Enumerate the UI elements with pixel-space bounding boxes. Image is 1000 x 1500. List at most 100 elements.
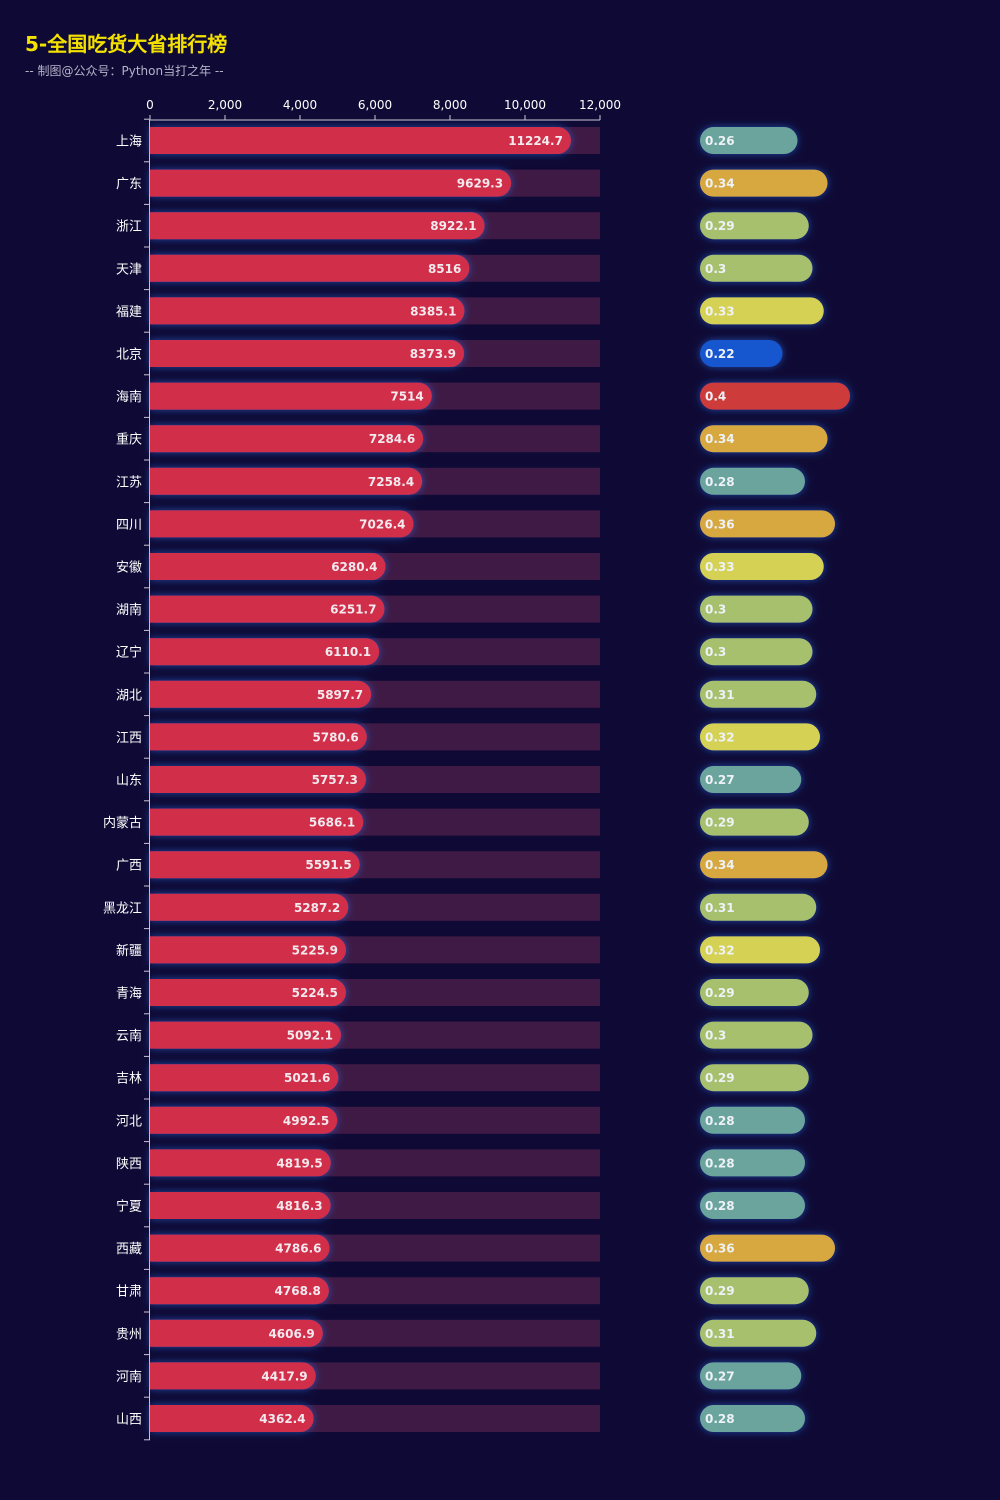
bar <box>150 510 414 538</box>
bar <box>150 595 385 623</box>
bar <box>150 1192 331 1219</box>
bar <box>150 808 364 836</box>
y-tick-label: 重庆 <box>116 432 142 448</box>
x-tick-label: 2,000 <box>208 98 242 112</box>
bar-value-label: 8516 <box>428 262 461 276</box>
ratio-bar <box>700 1064 809 1092</box>
bar-value-label: 4768.8 <box>275 1284 321 1298</box>
y-tick-label: 甘肃 <box>116 1285 142 1300</box>
ratio-bar <box>700 979 809 1006</box>
y-tick-label: 北京 <box>116 348 142 363</box>
ratio-bar <box>700 723 820 751</box>
ratio-bar <box>700 1277 809 1305</box>
ratio-value-label: 0.27 <box>705 1369 735 1383</box>
y-tick-label: 贵州 <box>116 1327 142 1342</box>
ratio-layer: 0.26 0.34 0.29 0.3 0.33 0.22 0.4 0.34 0.28 0.36 0.… <box>700 127 850 1432</box>
bar <box>150 382 432 410</box>
bar-value-label: 4362.4 <box>259 1412 305 1426</box>
ratio-value-label: 0.3 <box>705 1029 726 1043</box>
bar <box>150 638 380 666</box>
bar-value-label: 4819.5 <box>276 1156 322 1170</box>
x-tick-label: 0 <box>146 98 154 112</box>
bar-value-label: 5591.5 <box>305 858 351 872</box>
bar-value-label: 5757.3 <box>312 773 358 787</box>
ratio-bar <box>700 169 828 197</box>
ratio-bar <box>700 510 835 538</box>
ratio-bar <box>700 1192 805 1219</box>
y-tick-label: 广西 <box>116 859 142 874</box>
bar <box>150 1234 330 1262</box>
ratio-value-label: 0.32 <box>705 943 735 957</box>
ratio-bar <box>700 1319 817 1347</box>
ratio-value-label: 0.22 <box>705 347 735 361</box>
bar <box>150 169 512 197</box>
ratio-bar <box>700 1021 813 1049</box>
ratio-value-label: 0.33 <box>705 304 735 318</box>
ratio-bar <box>700 382 850 410</box>
y-tick-label: 辽宁 <box>116 645 142 661</box>
ratio-value-label: 0.28 <box>705 475 735 489</box>
bar <box>150 1405 314 1432</box>
ratio-value-label: 0.29 <box>705 1071 735 1085</box>
ratio-value-label: 0.33 <box>705 560 735 574</box>
ratio-value-label: 0.26 <box>705 134 735 148</box>
bar <box>150 680 372 708</box>
ratio-bar <box>700 425 828 453</box>
ratio-value-label: 0.31 <box>705 901 735 915</box>
bar-value-label: 7258.4 <box>368 475 414 489</box>
y-tick-label: 内蒙古 <box>103 815 142 831</box>
ratio-bar <box>700 1405 805 1432</box>
y-tick-label: 海南 <box>116 389 142 405</box>
bar <box>150 212 485 240</box>
ratio-bar <box>700 1149 805 1177</box>
ratio-value-label: 0.29 <box>705 1284 735 1298</box>
ratio-value-label: 0.27 <box>705 773 735 787</box>
ratio-bar <box>700 127 798 154</box>
y-tick-label: 天津 <box>116 262 142 277</box>
ratio-bar <box>700 808 809 836</box>
chart-title: 5-全国吃货大省排行榜 <box>25 32 228 56</box>
y-tick-label: 河南 <box>116 1369 142 1385</box>
y-tick-label: 江苏 <box>116 474 142 490</box>
bar-value-label: 5287.2 <box>294 901 340 915</box>
y-tick-label: 湖北 <box>116 688 142 703</box>
bar-value-label: 5224.5 <box>292 986 338 1000</box>
axis-layer: 0 2,000 4,000 6,000 8,000 10,000 12,000 上海广东浙江天… <box>103 98 621 1441</box>
bar <box>150 766 366 793</box>
ratio-value-label: 0.3 <box>705 262 726 276</box>
bar <box>150 1362 316 1390</box>
bar-value-label: 7284.6 <box>369 432 415 446</box>
ratio-value-label: 0.31 <box>705 1327 735 1341</box>
bar-value-label: 5780.6 <box>312 730 358 744</box>
ratio-value-label: 0.28 <box>705 1199 735 1213</box>
y-tick-label: 广东 <box>116 177 142 192</box>
ratio-value-label: 0.29 <box>705 219 735 233</box>
bar <box>150 340 465 367</box>
y-tick-label: 河北 <box>116 1114 142 1129</box>
ratio-value-label: 0.29 <box>705 986 735 1000</box>
ratio-value-label: 0.3 <box>705 603 726 617</box>
ratio-value-label: 0.32 <box>705 730 735 744</box>
ratio-bar <box>700 595 813 623</box>
bar-value-label: 4606.9 <box>268 1327 314 1341</box>
ratio-value-label: 0.31 <box>705 688 735 702</box>
ratio-bar <box>700 893 817 921</box>
bar <box>150 1064 339 1092</box>
y-tick-label: 上海 <box>116 135 142 150</box>
ratio-value-label: 0.28 <box>705 1156 735 1170</box>
ratio-bar <box>700 680 817 708</box>
bar <box>150 936 346 964</box>
bar-value-label: 5225.9 <box>292 943 338 957</box>
bar-value-label: 4816.3 <box>276 1199 322 1213</box>
bar-value-label: 8922.1 <box>430 219 476 233</box>
bar-value-label: 9629.3 <box>457 177 503 191</box>
y-tick-label: 安徽 <box>116 561 142 576</box>
y-tick-label: 山西 <box>116 1413 142 1428</box>
ratio-value-label: 0.34 <box>705 432 735 446</box>
ratio-bar <box>700 254 813 282</box>
bar <box>150 467 423 495</box>
bar-value-label: 5686.1 <box>309 816 355 830</box>
ratio-value-label: 0.36 <box>705 517 735 531</box>
ratio-value-label: 0.28 <box>705 1412 735 1426</box>
bar-value-label: 4786.6 <box>275 1242 321 1256</box>
